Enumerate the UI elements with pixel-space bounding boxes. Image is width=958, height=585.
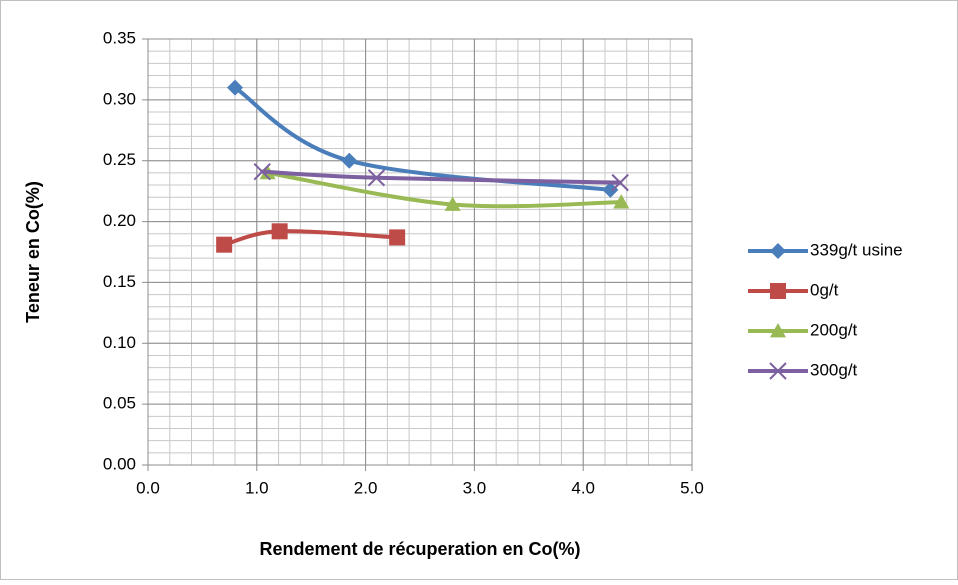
y-tick-label: 0.20 xyxy=(103,211,136,230)
x-tick-label: 0.0 xyxy=(136,478,160,497)
y-tick-label: 0.25 xyxy=(103,150,136,169)
x-tick-label: 2.0 xyxy=(354,478,378,497)
x-tick-label: 3.0 xyxy=(463,478,487,497)
marker xyxy=(769,362,787,380)
y-tick-label: 0.00 xyxy=(103,454,136,473)
marker xyxy=(770,283,786,299)
y-tick-label: 0.15 xyxy=(103,272,136,291)
y-tick-label: 0.30 xyxy=(103,89,136,108)
marker xyxy=(227,79,244,96)
marker xyxy=(389,229,406,246)
series-line xyxy=(233,85,613,192)
x-axis-label: Rendement de récuperation en Co(%) xyxy=(259,539,580,559)
x-tick-label: 1.0 xyxy=(245,478,269,497)
marker xyxy=(770,323,786,338)
x-tick-label: 5.0 xyxy=(680,478,704,497)
marker xyxy=(341,152,358,169)
y-tick-label: 0.10 xyxy=(103,333,136,352)
legend-label: 300g/t xyxy=(810,360,858,379)
y-tick-label: 0.05 xyxy=(103,394,136,413)
marker xyxy=(770,243,786,259)
series-line xyxy=(260,169,623,185)
marker xyxy=(271,223,288,240)
marker xyxy=(367,169,386,187)
marker xyxy=(216,236,233,253)
marker xyxy=(602,181,619,198)
y-axis-label: Teneur en Co(%) xyxy=(23,181,43,323)
marker xyxy=(613,194,630,209)
x-tick-label: 4.0 xyxy=(571,478,595,497)
marker xyxy=(253,162,271,181)
plot-border xyxy=(147,38,693,466)
legend-label: 339g/t usine xyxy=(810,240,903,259)
marker xyxy=(611,173,629,192)
y-tick-label: 0.35 xyxy=(103,28,136,47)
legend-label: 200g/t xyxy=(810,320,858,339)
marker xyxy=(444,196,461,211)
legend-label: 0g/t xyxy=(810,280,839,299)
